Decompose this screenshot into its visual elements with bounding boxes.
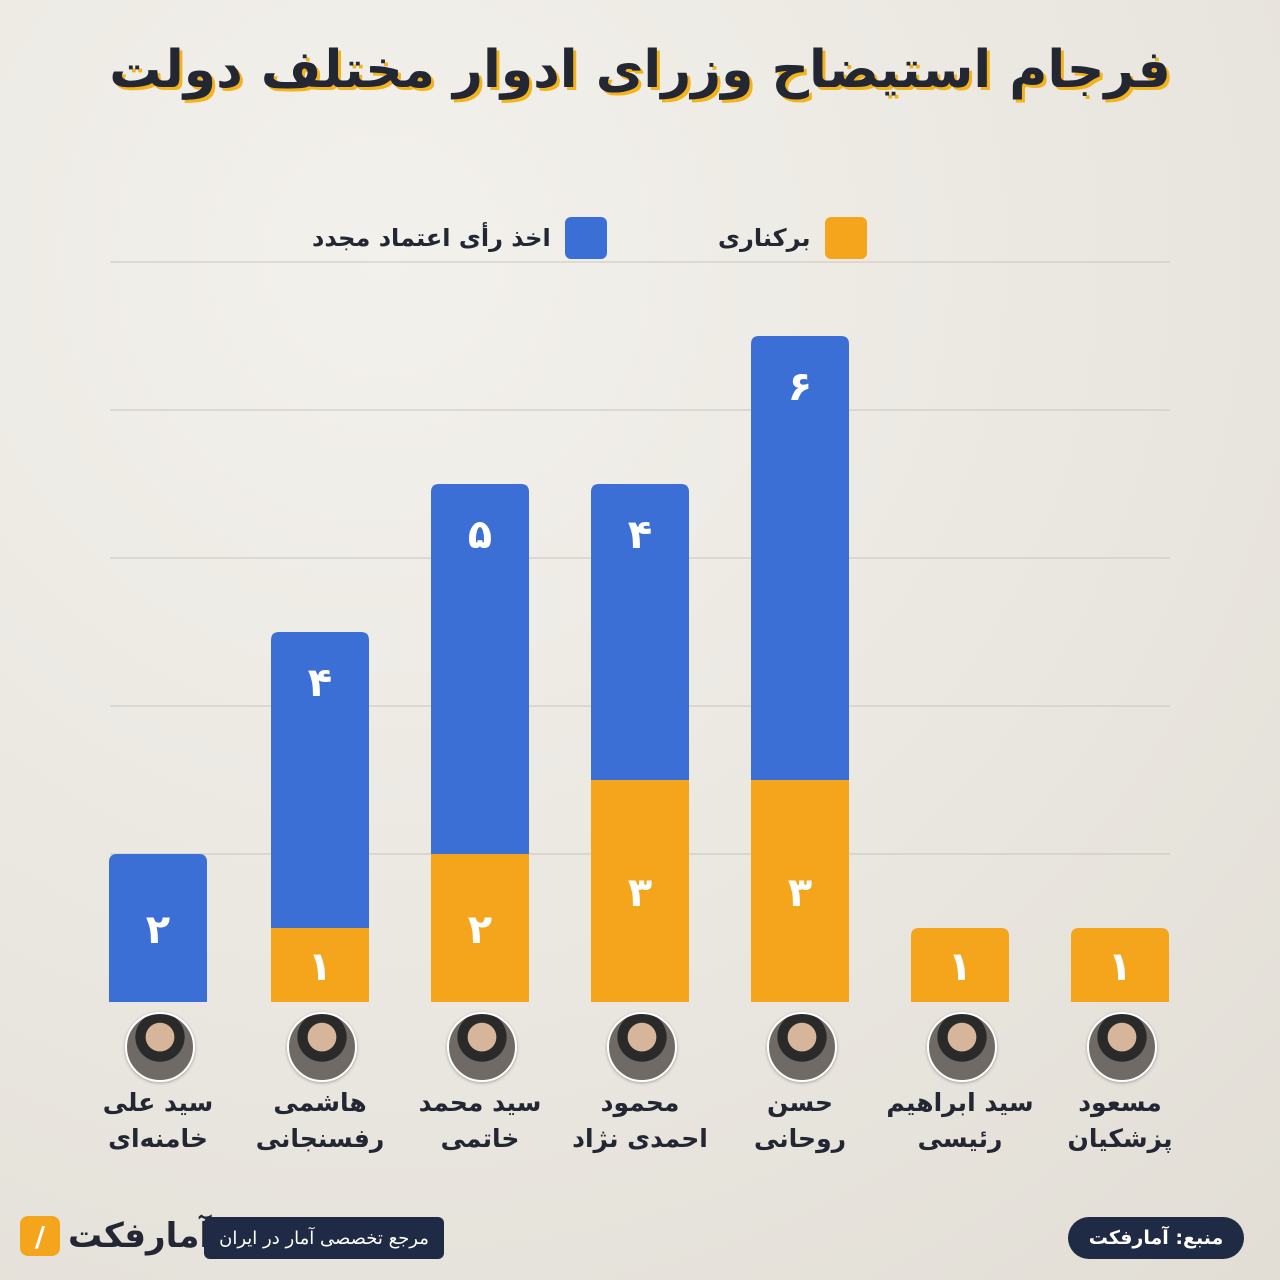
president-avatar (607, 1012, 677, 1082)
category-label-line2: خاتمی (440, 1124, 520, 1153)
data-label-dismissal: ۲ (468, 907, 492, 953)
category-label-line2: رئیسی (917, 1124, 1003, 1153)
president-avatar (447, 1012, 517, 1082)
president-avatar (927, 1012, 997, 1082)
category-label: محمود احمدی نژاد (545, 1085, 735, 1157)
category-label: حسن روحانی (705, 1085, 895, 1157)
bar-reconfidence (591, 484, 689, 780)
legend-swatch-reconfidence (564, 217, 607, 259)
legend-label-dismissal: برکناری (718, 224, 811, 252)
chart-title: فرجام استیضاح وزرای ادوار مختلف دولت (109, 40, 1171, 100)
category-label-line1: مسعود (1078, 1088, 1162, 1117)
legend-swatch-dismissal (824, 217, 867, 259)
bar-reconfidence (751, 336, 849, 780)
logo-text: آمارفکت (68, 1216, 212, 1256)
stacked-bar-chart: ۱ ۱ ۳ ۶ ۳ ۴ ۲ ۵ ۱ ۴ ۲ (109, 261, 1170, 1002)
bar-reconfidence (431, 484, 529, 854)
category-label-line1: محمود (600, 1088, 680, 1117)
legend-label-reconfidence: اخذ رأی اعتماد مجدد (312, 224, 551, 252)
category-label-line1: هاشمی (273, 1088, 367, 1117)
category-label-line2: پزشکیان (1067, 1124, 1173, 1153)
legend-item-dismissal: برکناری (718, 216, 867, 260)
bar-dismissal (431, 854, 529, 1002)
category-label-line2: رفسنجانی (255, 1124, 385, 1153)
category-label-line1: سید محمد (418, 1088, 542, 1117)
data-label-dismissal: ۱ (1108, 944, 1132, 990)
bar-reconfidence (271, 632, 369, 928)
category-label: سید علی خامنه‌ای (63, 1085, 253, 1157)
category-label-line2: روحانی (753, 1124, 847, 1153)
category-label: سید محمد خاتمی (385, 1085, 575, 1157)
data-label-dismissal: ۱ (948, 944, 972, 990)
data-label-dismissal: ۱ (308, 944, 332, 990)
category-label-line2: احمدی نژاد (572, 1124, 708, 1153)
category-label-line1: سید علی (102, 1088, 214, 1117)
brand-logo: آمارفکت / (20, 1216, 211, 1256)
bar-reconfidence (109, 854, 207, 1002)
data-label-reconfidence: ۴ (628, 512, 652, 558)
data-label-reconfidence: ۶ (788, 364, 812, 410)
category-label-line1: سید ابراهیم (886, 1088, 1034, 1117)
legend-item-reconfidence: اخذ رأی اعتماد مجدد (312, 216, 607, 260)
bar-dismissal (911, 928, 1009, 1002)
category-label: هاشمی رفسنجانی (225, 1085, 415, 1157)
tagline-badge: مرجع تخصصی آمار در ایران (204, 1217, 444, 1259)
category-label-line2: خامنه‌ای (108, 1124, 208, 1153)
category-label-line1: حسن (767, 1088, 833, 1117)
data-label-reconfidence: ۵ (468, 512, 492, 558)
data-label-reconfidence: ۲ (146, 907, 170, 953)
bar-dismissal (591, 780, 689, 1002)
category-label: سید ابراهیم رئیسی (865, 1085, 1055, 1157)
president-avatar (125, 1012, 195, 1082)
bar-dismissal (1071, 928, 1169, 1002)
president-avatar (767, 1012, 837, 1082)
source-badge: منبع: آمارفکت (1068, 1217, 1244, 1259)
president-avatar (1087, 1012, 1157, 1082)
category-label: مسعود پزشکیان (1025, 1085, 1215, 1157)
data-label-dismissal: ۳ (628, 870, 652, 916)
president-avatar (287, 1012, 357, 1082)
bar-dismissal (271, 928, 369, 1002)
bar-dismissal (751, 780, 849, 1002)
data-label-reconfidence: ۴ (308, 660, 332, 706)
logo-mark-icon: / (20, 1216, 60, 1256)
data-label-dismissal: ۳ (788, 870, 812, 916)
